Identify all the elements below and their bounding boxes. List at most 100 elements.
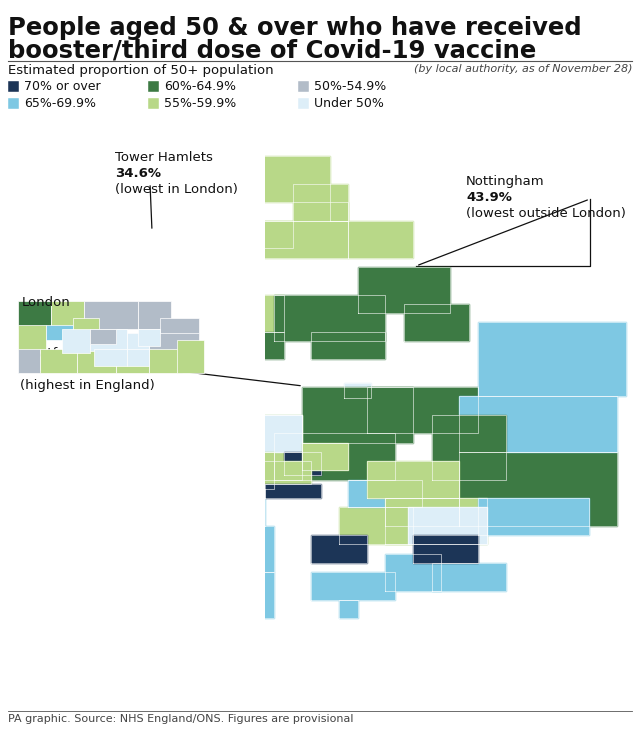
Polygon shape (302, 387, 413, 442)
Polygon shape (413, 535, 477, 563)
Bar (148, 81, 159, 92)
Polygon shape (431, 563, 506, 591)
Bar (298, 98, 309, 109)
Text: 65%-69.9%: 65%-69.9% (24, 97, 96, 110)
Polygon shape (200, 516, 237, 545)
Polygon shape (200, 572, 275, 619)
Text: People aged 50 & over who have received: People aged 50 & over who have received (8, 16, 582, 40)
Bar (298, 81, 309, 92)
Polygon shape (358, 267, 450, 313)
Text: Stratford-on-Avon: Stratford-on-Avon (20, 347, 138, 360)
Bar (46, 325, 72, 340)
Polygon shape (265, 485, 321, 498)
Text: London: London (22, 296, 70, 309)
Bar (51, 301, 83, 329)
Polygon shape (385, 554, 441, 591)
Polygon shape (126, 248, 200, 295)
Bar (40, 349, 77, 373)
Bar (149, 349, 182, 373)
Polygon shape (163, 332, 228, 359)
Polygon shape (200, 526, 275, 572)
Polygon shape (311, 535, 367, 563)
Text: booster/third dose of Covid-19 vaccine: booster/third dose of Covid-19 vaccine (8, 39, 536, 63)
Polygon shape (477, 498, 589, 535)
Polygon shape (348, 479, 422, 508)
Bar (160, 318, 199, 336)
Polygon shape (460, 396, 616, 452)
Polygon shape (219, 452, 275, 489)
Polygon shape (256, 156, 330, 202)
Text: Tower Hamlets: Tower Hamlets (115, 151, 213, 164)
Bar (61, 329, 90, 353)
Polygon shape (256, 415, 302, 452)
Bar (77, 349, 116, 373)
Text: 50%-54.9%: 50%-54.9% (314, 80, 387, 93)
Polygon shape (163, 359, 209, 378)
Polygon shape (246, 295, 284, 332)
Polygon shape (292, 184, 348, 221)
Polygon shape (275, 295, 385, 341)
Bar (127, 333, 149, 350)
Polygon shape (246, 221, 348, 258)
Text: Estimated proportion of 50+ population: Estimated proportion of 50+ population (8, 64, 274, 77)
Polygon shape (209, 415, 302, 479)
Bar (8, 81, 19, 92)
Text: 76.3%: 76.3% (20, 363, 66, 376)
Polygon shape (408, 508, 487, 545)
Polygon shape (385, 498, 487, 545)
Polygon shape (477, 322, 626, 396)
Polygon shape (182, 295, 246, 332)
Text: 70% or over: 70% or over (24, 80, 100, 93)
Text: (lowest outside London): (lowest outside London) (466, 207, 626, 220)
Text: 60%-64.9%: 60%-64.9% (164, 80, 236, 93)
Polygon shape (344, 382, 371, 398)
Polygon shape (404, 304, 468, 341)
Polygon shape (431, 415, 506, 479)
Bar (138, 329, 160, 347)
Text: Nottingham: Nottingham (466, 175, 545, 188)
Bar (18, 325, 46, 350)
Polygon shape (367, 461, 460, 498)
Text: (highest in England): (highest in England) (20, 379, 155, 392)
Polygon shape (219, 221, 292, 248)
Text: 34.6%: 34.6% (115, 167, 161, 180)
Bar (127, 349, 149, 366)
Bar (18, 349, 40, 373)
Polygon shape (0, 572, 43, 674)
Bar (149, 333, 199, 355)
Polygon shape (173, 359, 246, 387)
Polygon shape (173, 299, 186, 313)
Bar (138, 301, 171, 329)
Polygon shape (256, 461, 311, 485)
Bar (90, 329, 116, 345)
Polygon shape (348, 221, 413, 258)
Polygon shape (385, 498, 460, 526)
Polygon shape (311, 332, 385, 359)
Polygon shape (228, 332, 284, 359)
Polygon shape (126, 572, 200, 646)
Bar (177, 340, 204, 373)
Text: (by local authority, as of November 28): (by local authority, as of November 28) (413, 64, 632, 74)
Polygon shape (173, 184, 237, 221)
Bar (8, 98, 19, 109)
Polygon shape (275, 433, 394, 479)
Bar (72, 318, 99, 333)
Polygon shape (302, 442, 348, 471)
Bar (95, 349, 127, 366)
Bar (90, 329, 127, 350)
Polygon shape (330, 202, 348, 221)
Bar (116, 349, 149, 373)
Polygon shape (339, 600, 358, 619)
Polygon shape (311, 572, 394, 600)
Bar (18, 301, 51, 329)
Text: PA graphic. Source: NHS England/ONS. Figures are provisional: PA graphic. Source: NHS England/ONS. Fig… (8, 714, 353, 724)
Polygon shape (43, 572, 136, 646)
Polygon shape (284, 452, 321, 475)
Text: 55%-59.9%: 55%-59.9% (164, 97, 236, 110)
Polygon shape (126, 202, 200, 248)
Bar (127, 333, 149, 355)
Bar (148, 98, 159, 109)
Polygon shape (367, 387, 477, 433)
Polygon shape (460, 452, 616, 526)
Text: Under 50%: Under 50% (314, 97, 384, 110)
